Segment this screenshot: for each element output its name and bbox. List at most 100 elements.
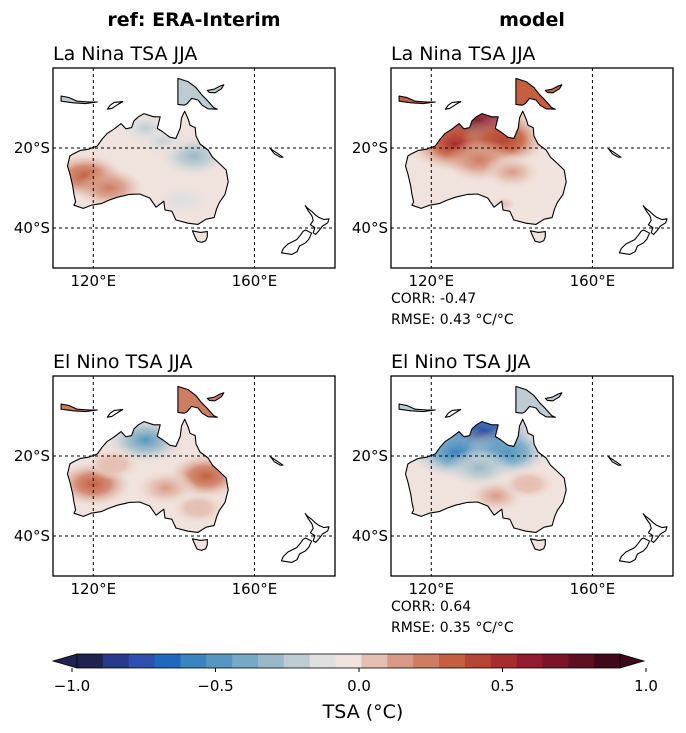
colorbar-segment xyxy=(180,654,207,668)
panel-title: El Nino TSA JJA xyxy=(391,351,530,373)
map-frame xyxy=(390,375,674,577)
colorbar-tick-label: −0.5 xyxy=(197,677,233,695)
coastline xyxy=(66,418,229,533)
anomaly-blob xyxy=(170,491,226,525)
coastline xyxy=(515,77,556,110)
coastline xyxy=(66,110,229,225)
anomaly-blob xyxy=(85,447,141,481)
colorbar-frame xyxy=(76,653,621,669)
x-tick-label: 120°E xyxy=(408,272,454,290)
anomaly-blob xyxy=(478,188,530,220)
x-tick-label: 160°E xyxy=(570,580,616,598)
anomaly-field xyxy=(405,111,567,243)
coastline xyxy=(607,148,622,158)
coastline xyxy=(618,229,651,255)
map-frame xyxy=(390,67,674,269)
coastline xyxy=(444,101,462,110)
x-tick-label: 160°E xyxy=(232,580,278,598)
coastline xyxy=(177,385,218,418)
anomaly-field xyxy=(67,111,229,243)
column-title-model: model xyxy=(499,9,565,31)
coastline xyxy=(106,409,124,418)
coastline xyxy=(398,403,436,413)
coastline xyxy=(642,205,668,235)
map-frame xyxy=(52,375,336,577)
coastline xyxy=(304,205,330,235)
coastline xyxy=(280,229,313,255)
column-title-ref: ref: ERA-Interim xyxy=(107,9,280,31)
panel-model-elnino: El Nino TSA JJA 120°E 160°E 20°S 40°S CORR: 0… xyxy=(352,351,674,636)
colorbar-segment xyxy=(102,654,130,668)
colorbar-segment xyxy=(439,654,466,668)
island-shading xyxy=(61,404,98,412)
y-tick-label: 20°S xyxy=(352,139,388,157)
anomaly-blob xyxy=(114,111,177,147)
y-tick-label: 40°S xyxy=(14,527,50,545)
anomaly-blob xyxy=(154,183,210,217)
y-tick-label: 40°S xyxy=(352,219,388,237)
colorbar-segment xyxy=(516,654,543,668)
coastline xyxy=(544,84,563,94)
colorbar-segment xyxy=(232,654,259,668)
coastline xyxy=(404,418,567,533)
coastline xyxy=(60,95,98,105)
colorbar-tick-label: 1.0 xyxy=(634,677,658,695)
colorbar-segment xyxy=(464,654,492,668)
coastline xyxy=(269,456,284,466)
coastline xyxy=(398,95,436,105)
island-shading xyxy=(61,96,98,104)
anomaly-blob xyxy=(76,168,143,208)
rmse-label: RMSE: 0.43 °C/°C xyxy=(391,312,514,328)
coastline xyxy=(304,513,330,543)
colorbar-segment xyxy=(490,654,517,668)
colorbar-tick-label: 0.0 xyxy=(347,677,371,695)
colorbar: −1.0 −0.5 0.0 0.5 1.0 xyxy=(51,653,658,695)
coastline xyxy=(191,230,208,243)
panel-title: La Nina TSA JJA xyxy=(53,43,197,65)
corr-label: CORR: -0.47 xyxy=(391,291,476,307)
anomaly-field xyxy=(67,419,229,551)
x-tick-label: 160°E xyxy=(570,272,616,290)
coastline xyxy=(404,110,567,225)
panel-title: La Nina TSA JJA xyxy=(391,43,535,65)
coastline xyxy=(177,77,218,110)
y-tick-label: 40°S xyxy=(352,527,388,545)
y-tick-label: 20°S xyxy=(14,139,50,157)
coastline xyxy=(529,230,546,243)
anomaly-blob xyxy=(482,154,542,190)
anomaly-field xyxy=(405,419,567,551)
colorbar-segment xyxy=(361,654,388,668)
rmse-label: RMSE: 0.35 °C/°C xyxy=(391,620,514,636)
y-tick-label: 20°S xyxy=(14,447,50,465)
panel-model-lanina: La Nina TSA JJA 120°E 160°E 20°S 40°S CORR: -… xyxy=(352,43,674,328)
coastline xyxy=(444,409,462,418)
colorbar-tick-label: −1.0 xyxy=(54,677,90,695)
colorbar-segment xyxy=(542,654,569,668)
anomaly-blob xyxy=(500,467,556,501)
corr-label: CORR: 0.64 xyxy=(391,599,471,615)
colorbar-tick-label: 0.5 xyxy=(491,677,515,695)
colorbar-segment xyxy=(413,654,440,668)
island-shading xyxy=(399,404,436,412)
colorbar-extend-high xyxy=(619,653,646,669)
colorbar-segment xyxy=(309,654,336,668)
x-tick-label: 120°E xyxy=(408,580,454,598)
panel-ref-lanina: La Nina TSA JJA 120°E 160°E 20°S 40°S xyxy=(14,43,336,290)
colorbar-segment xyxy=(206,654,233,668)
colorbar-segment xyxy=(335,654,362,668)
coastline xyxy=(642,513,668,543)
coastline xyxy=(607,456,622,466)
island-shading xyxy=(399,96,436,104)
anomaly-blob xyxy=(446,448,513,488)
colorbar-segment xyxy=(594,654,621,668)
x-tick-label: 120°E xyxy=(70,580,116,598)
coastline xyxy=(191,538,208,551)
coastline xyxy=(60,403,98,413)
map-frame xyxy=(52,67,336,269)
coastline xyxy=(206,84,225,94)
y-tick-label: 40°S xyxy=(14,219,50,237)
colorbar-segment xyxy=(387,654,414,668)
coastline xyxy=(618,537,651,563)
panel-title: El Nino TSA JJA xyxy=(53,351,192,373)
